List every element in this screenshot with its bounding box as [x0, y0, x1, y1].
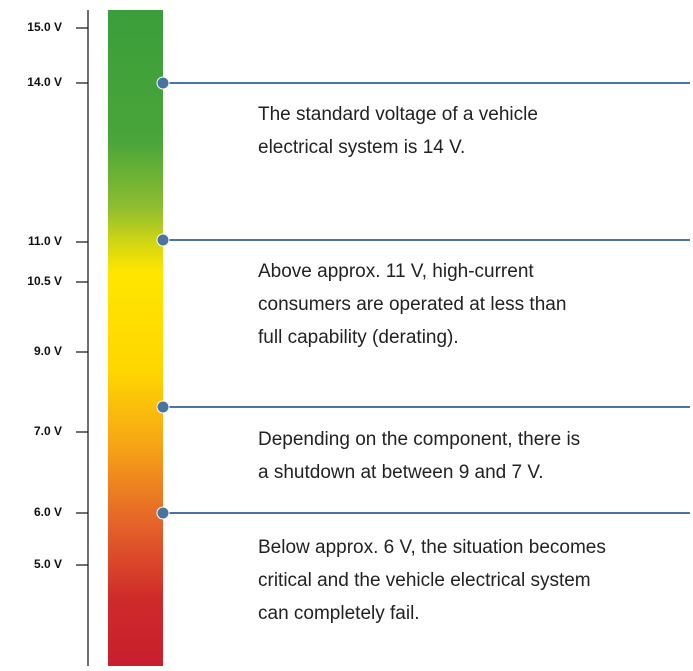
- tick-label: 9.0 V: [34, 344, 62, 358]
- annotation-text: full capability (derating).: [258, 327, 459, 348]
- annotation-text: Below approx. 6 V, the situation becomes: [258, 537, 606, 558]
- annotation-text: consumers are operated at less than: [258, 294, 566, 315]
- annotation-text: can completely fail.: [258, 603, 420, 624]
- annotation-text: critical and the vehicle electrical syst…: [258, 570, 591, 591]
- annotation-text: The standard voltage of a vehicle: [258, 104, 538, 125]
- connector-dot: [156, 400, 170, 414]
- connector-dot: [156, 76, 170, 90]
- tick-label: 11.0 V: [28, 234, 62, 248]
- tick-label: 10.5 V: [27, 274, 62, 288]
- tick-label: 6.0 V: [34, 505, 62, 519]
- annotation-text: electrical system is 14 V.: [258, 137, 465, 158]
- tick-label: 14.0 V: [27, 75, 62, 89]
- tick-label: 15.0 V: [27, 20, 62, 34]
- connector-dot: [156, 506, 170, 520]
- connector-dot: [156, 233, 170, 247]
- tick-label: 7.0 V: [34, 424, 62, 438]
- tick-label: 5.0 V: [34, 557, 62, 571]
- annotation-text: Above approx. 11 V, high-current: [258, 261, 534, 282]
- annotation-text: Depending on the component, there is: [258, 429, 580, 450]
- voltage-bar: [108, 10, 163, 666]
- annotation-text: a shutdown at between 9 and 7 V.: [258, 462, 544, 483]
